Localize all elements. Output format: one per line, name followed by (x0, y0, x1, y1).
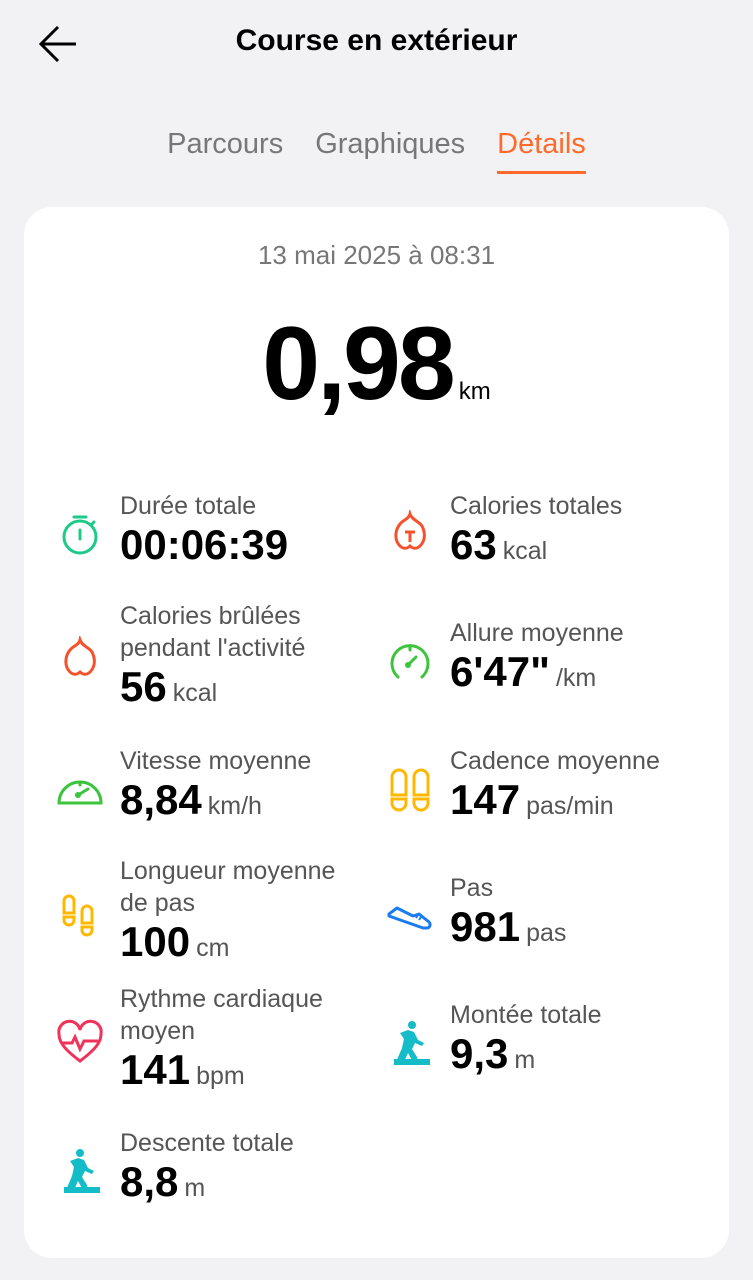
heart-rate-icon (57, 1019, 103, 1063)
distance-unit: km (458, 378, 491, 405)
flame-icon (64, 636, 96, 676)
metric-calories-brulees: Calories brûlées pendant l'activité 56 kca… (56, 600, 376, 720)
metric-duree-totale: Durée totale 00:06:39 (56, 490, 376, 578)
distance-total: 0,98 km (0, 305, 753, 424)
tab-parcours[interactable]: Parcours (167, 128, 284, 160)
distance-value: 0,98 (262, 306, 455, 422)
metric-descente-totale: Descente totale 8,8 m (56, 1127, 376, 1215)
shoe-icon (387, 906, 432, 930)
metric-rythme-cardiaque: Rythme cardiaque moyen 141 bpm (56, 983, 376, 1103)
stopwatch-icon (62, 515, 98, 555)
speedometer-icon (57, 780, 103, 805)
details-card (24, 207, 729, 1258)
metric-cadence-moyenne: Cadence moyenne 147 pas/min (386, 745, 716, 833)
metric-calories-totales: Calories totales 63 kcal (386, 490, 716, 578)
metric-allure-moyenne: Allure moyenne 6'47"/km (386, 617, 716, 705)
tab-graphiques[interactable]: Graphiques (315, 128, 466, 160)
activity-date: 13 mai 2025 à 08:31 (257, 240, 496, 270)
metric-montee-totale: Montée totale 9,3 m (386, 999, 716, 1087)
gauge-icon (390, 644, 430, 679)
footprints-icon (390, 768, 430, 812)
metric-pas: Pas 981 pas (386, 872, 716, 960)
footsteps-icon (62, 894, 94, 937)
metric-longueur-moyenne-pas: Longueur moyenne de pas 100 cm (56, 855, 376, 975)
flame-total-icon (394, 510, 426, 550)
hiker-down-icon (64, 1149, 100, 1193)
tab-details[interactable]: Détails (497, 128, 586, 174)
tab-bar: Parcours Graphiques Détails (0, 128, 753, 174)
page-title: Course en extérieur (235, 24, 518, 57)
metric-vitesse-moyenne: Vitesse moyenne 8,84 km/h (56, 745, 376, 833)
hiker-up-icon (394, 1021, 430, 1065)
back-arrow-icon[interactable] (36, 22, 80, 66)
